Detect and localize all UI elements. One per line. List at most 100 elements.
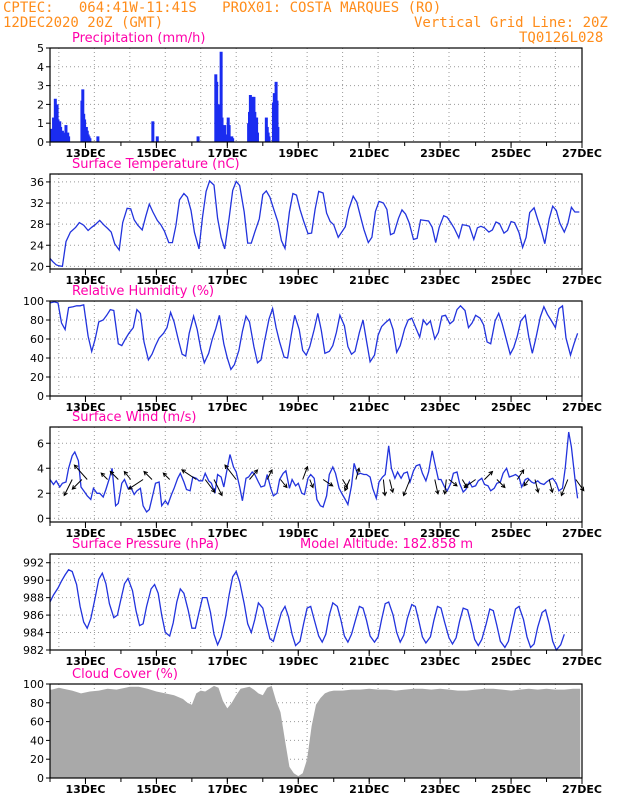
wind-arrow	[355, 467, 361, 480]
x-tick-label: 17DEC	[207, 401, 247, 414]
x-tick-label: 27DEC	[562, 655, 602, 668]
y-tick-label: 992	[23, 557, 44, 570]
x-tick-label: 15DEC	[136, 147, 176, 160]
y-tick-label: 100	[23, 295, 44, 308]
cloud-cover-area	[50, 685, 581, 778]
precip-bar	[64, 125, 68, 142]
y-tick-label: 80	[30, 314, 44, 327]
x-tick-label: 23DEC	[420, 274, 460, 287]
x-tick-label: 17DEC	[207, 527, 247, 540]
y-tick-label: 0	[37, 390, 44, 403]
wind-arrow	[127, 479, 144, 490]
x-tick-label: 21DEC	[349, 274, 389, 287]
series-line	[49, 179, 580, 268]
header-line-1: CPTEC: 064:41W-11:41S PROX01: COSTA MARQ…	[3, 0, 442, 16]
precip-bar	[83, 119, 87, 142]
panel-frame	[49, 683, 583, 779]
wind-arrow	[73, 464, 88, 480]
x-tick-label: 23DEC	[420, 147, 460, 160]
wind-arrow	[302, 465, 309, 480]
wind-arrow	[204, 479, 216, 494]
wind-arrow	[162, 472, 171, 480]
x-tick-label: 19DEC	[278, 783, 318, 796]
x-tick-label: 17DEC	[207, 274, 247, 287]
precip-bar	[155, 136, 159, 142]
panel-frame	[49, 426, 583, 523]
y-tick-label: 24	[30, 239, 44, 252]
wind-arrow	[322, 479, 334, 487]
y-tick-label: 988	[23, 592, 44, 605]
x-tick-label: 27DEC	[562, 401, 602, 414]
y-tick-label: 2	[37, 98, 44, 111]
panel-title: Surface Wind (m/s)	[72, 410, 196, 425]
precip-bar	[220, 117, 224, 142]
y-tick-label: 0	[37, 772, 44, 785]
y-tick-label: 0	[37, 512, 44, 525]
y-tick-label: 60	[30, 333, 44, 346]
x-tick-label: 25DEC	[491, 147, 531, 160]
y-tick-label: 32	[30, 197, 44, 210]
panel-frame	[49, 47, 583, 143]
x-tick-label: 21DEC	[349, 527, 389, 540]
precip-bar	[227, 125, 231, 142]
x-tick-label: 13DEC	[65, 783, 105, 796]
y-tick-label: 1	[37, 117, 44, 130]
x-tick-label: 13DEC	[65, 401, 105, 414]
x-tick-label: 23DEC	[420, 527, 460, 540]
wind-arrow	[224, 464, 237, 480]
header-grid-note: Vertical Grid Line: 20Z	[414, 15, 608, 31]
y-tick-label: 60	[30, 716, 44, 729]
x-tick-label: 19DEC	[278, 527, 318, 540]
x-tick-label: 13DEC	[65, 655, 105, 668]
wind-arrow	[548, 479, 554, 494]
precip-bar	[275, 100, 279, 142]
precip-bar	[50, 128, 54, 142]
y-tick-label: 6	[37, 437, 44, 450]
y-tick-label: 2	[37, 487, 44, 500]
panel-title: Relative Humidity (%)	[72, 284, 214, 299]
wind-arrow	[100, 472, 108, 480]
y-tick-label: 990	[23, 574, 44, 587]
y-tick-label: 0	[37, 136, 44, 149]
y-tick-label: 40	[30, 352, 44, 365]
y-tick-label: 4	[37, 61, 44, 74]
x-tick-label: 25DEC	[491, 527, 531, 540]
header-date: 12DEC2020 20Z (GMT)	[3, 15, 164, 31]
y-tick-label: 20	[30, 371, 44, 384]
x-tick-label: 15DEC	[136, 274, 176, 287]
x-tick-label: 27DEC	[562, 147, 602, 160]
y-tick-label: 4	[37, 462, 44, 475]
wind-arrow	[181, 469, 197, 480]
x-tick-label: 15DEC	[136, 783, 176, 796]
panel-title: Cloud Cover (%)	[72, 667, 178, 682]
wind-arrow	[496, 479, 506, 489]
x-tick-label: 23DEC	[420, 401, 460, 414]
x-tick-label: 25DEC	[491, 655, 531, 668]
x-tick-label: 19DEC	[278, 655, 318, 668]
precip-bar	[255, 117, 259, 142]
precip-bar	[88, 138, 92, 142]
precip-bar	[267, 136, 271, 142]
wind-arrow	[382, 479, 387, 497]
x-tick-label: 15DEC	[136, 401, 176, 414]
precip-bar	[216, 104, 220, 142]
wind-arrow	[448, 479, 458, 487]
y-tick-label: 984	[23, 627, 44, 640]
wind-arrow	[344, 479, 351, 492]
x-tick-label: 27DEC	[562, 527, 602, 540]
x-tick-label: 15DEC	[136, 527, 176, 540]
wind-arrow	[280, 479, 288, 489]
x-tick-label: 13DEC	[65, 274, 105, 287]
series-line	[49, 301, 579, 371]
y-tick-label: 20	[30, 260, 44, 273]
y-tick-label: 5	[37, 42, 44, 55]
panel-frame	[49, 173, 583, 270]
precip-bar	[231, 138, 235, 142]
precip-bar	[272, 93, 276, 142]
wind-arrow	[71, 479, 83, 490]
wind-arrow	[123, 470, 132, 480]
wind-arrow	[516, 469, 525, 480]
wind-arrow	[249, 469, 259, 480]
wind-arrow	[109, 470, 119, 480]
